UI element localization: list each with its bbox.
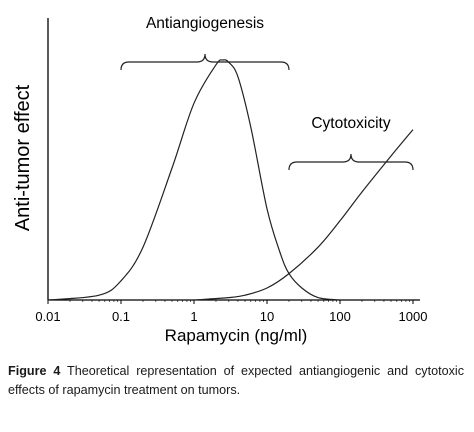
x-tick-label-3: 10 [260,309,274,324]
series-line-antiangiogenesis [47,59,341,301]
caption-text: Theoretical representation of expected a… [8,364,464,397]
bracket-antiangiogenesis [120,53,290,71]
axes [47,18,420,301]
x-tick-label-2: 1 [190,309,197,324]
x-tick-label-1: 0.1 [112,309,130,324]
bracket-cytotoxicity [288,153,414,171]
x-tick-label-4: 100 [329,309,351,324]
chart: 0.01 0.1 1 10 100 1000 Antiangiogenesis Cytoto… [12,15,427,345]
x-ticks: 0.01 0.1 1 10 100 1000 [35,300,427,324]
series-line-cytotoxicity [193,129,414,301]
y-axis-label: Anti-tumor effect [12,84,34,231]
x-tick-label-5: 1000 [399,309,428,324]
series [47,59,414,301]
x-axis-label: Rapamycin (ng/ml) [165,326,308,345]
bracket-label-antiangiogenesis: Antiangiogenesis [146,15,264,32]
x-tick-label-0: 0.01 [35,309,60,324]
caption-label: Figure 4 [8,364,61,378]
bracket-label-cytotoxicity: Cytotoxicity [311,115,390,132]
brackets: Antiangiogenesis Cytotoxicity [120,15,414,171]
figure-caption: Figure 4 Theoretical representation of e… [8,362,464,400]
